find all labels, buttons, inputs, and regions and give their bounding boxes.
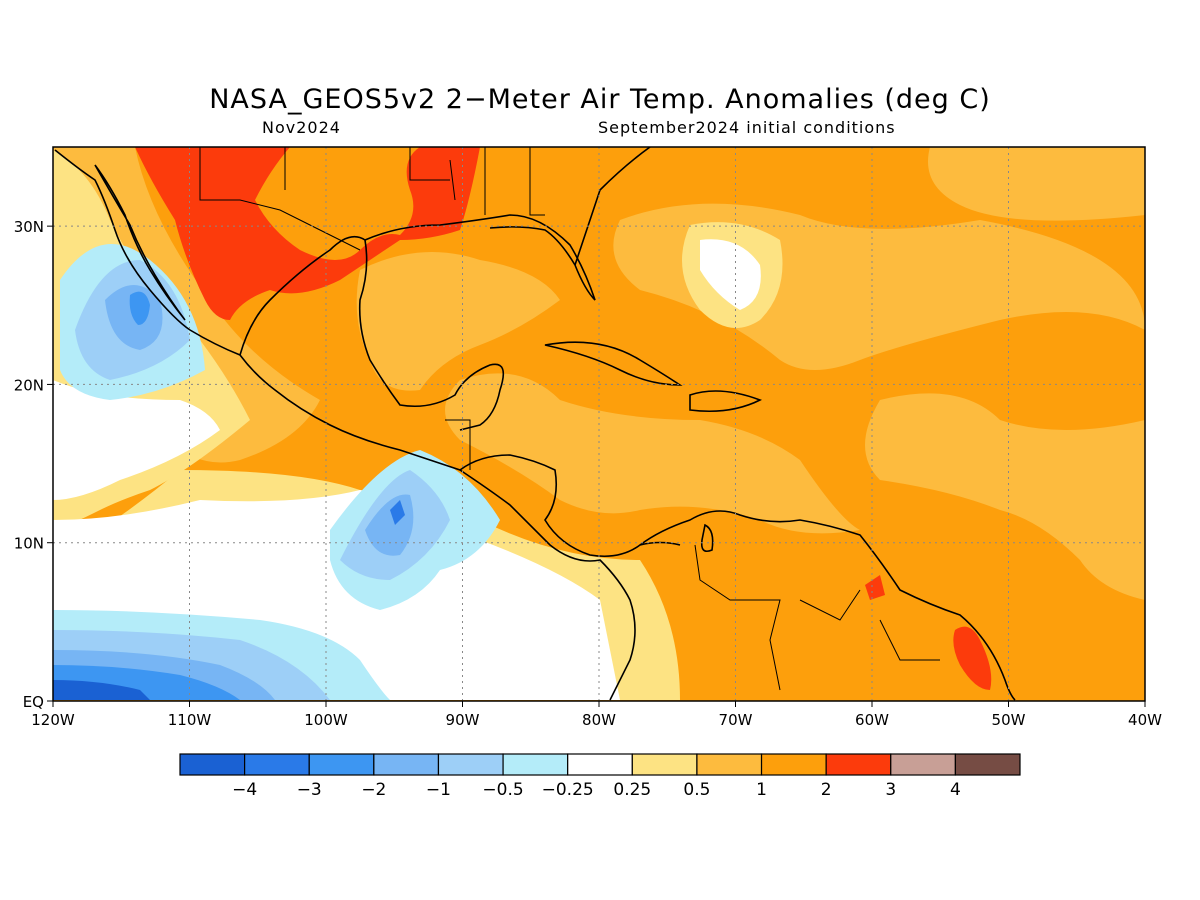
colorbar-swatch [437,753,504,776]
coast-us-gulf [364,214,596,301]
anomaly-field [53,147,1145,701]
x-tick-label: 90W [446,711,480,729]
colorbar-labels: −4 −3 −2 −1 −0.5 −0.25 0.25 0.5 1 2 3 4 [232,780,961,800]
colorbar-swatch [631,753,698,776]
field-atlantic-light-east [865,393,1145,600]
colorbar-swatch [502,753,569,776]
colorbar-swatch [890,753,956,776]
colorbar-label: 1 [756,780,767,800]
colorbar-label: 0.5 [683,780,710,800]
field-atlantic-white [700,239,761,310]
y-axis: EQ 10N 20N 30N [14,218,53,711]
coast-cuba [544,341,683,386]
field-darkblue-4 [390,500,405,525]
field-darkblue-3 [53,680,150,700]
field-gulf-light [356,252,560,391]
colorbar-swatch [825,753,892,776]
chart-title: NASA_GEOS5v2 2−Meter Air Temp. Anomalies… [209,84,991,115]
colorbar-swatch [244,753,310,776]
coastlines [54,147,1016,701]
field-red-northmexico [135,147,480,320]
field-darkblue-1 [129,291,150,325]
field-pacific-white [53,380,220,500]
coast-us-east [574,147,651,266]
colorbar-label: 0.25 [613,780,651,800]
borders [199,147,940,691]
colorbar-swatch [567,753,633,776]
y-tick-label: 30N [14,218,44,236]
colorbar-label: 2 [821,780,832,800]
colorbar-swatch [179,753,246,776]
colorbar-label: −4 [232,780,257,800]
colorbar-label: −1 [426,780,451,800]
y-tick-label: EQ [23,693,44,711]
x-tick-label: 70W [719,711,753,729]
coast-lake-maracaibo [700,523,714,553]
colorbar-swatch [696,753,763,776]
coast-hispaniola [689,390,762,413]
field-red-guiana [865,575,992,690]
coast-pacific-mexico [54,149,636,701]
x-tick-label: 50W [992,711,1026,729]
colorbar-label: −2 [361,780,386,800]
colorbar-swatch [954,753,1021,776]
initial-conditions: September2024 initial conditions [598,118,896,137]
colorbar-label: −0.25 [542,780,594,800]
coast-baja [94,164,186,321]
colorbar-swatch [760,753,827,776]
colorbar-label: −0.5 [482,780,523,800]
colorbar-label: 4 [950,780,961,800]
x-tick-label: 100W [304,711,348,729]
y-tick-label: 20N [14,376,44,394]
x-tick-label: 80W [582,711,616,729]
forecast-month: Nov2024 [262,118,341,137]
y-tick-label: 10N [14,535,44,553]
x-axis: 120W 110W 100W 90W 80W 70W 60W 50W 40W [31,701,1162,729]
colorbar [179,753,1021,776]
colorbar-swatch [308,753,375,776]
coast-south-america-north [639,510,1016,701]
x-tick-label: 60W [855,711,889,729]
grid-lines [53,147,1145,701]
colorbar-label: 3 [885,780,896,800]
x-tick-label: 40W [1128,711,1162,729]
x-tick-label: 110W [168,711,212,729]
colorbar-label: −3 [297,780,322,800]
coast-gulf [239,235,505,431]
x-tick-label: 120W [31,711,75,729]
colorbar-swatch [373,753,440,776]
field-caribbean-light [445,373,860,534]
